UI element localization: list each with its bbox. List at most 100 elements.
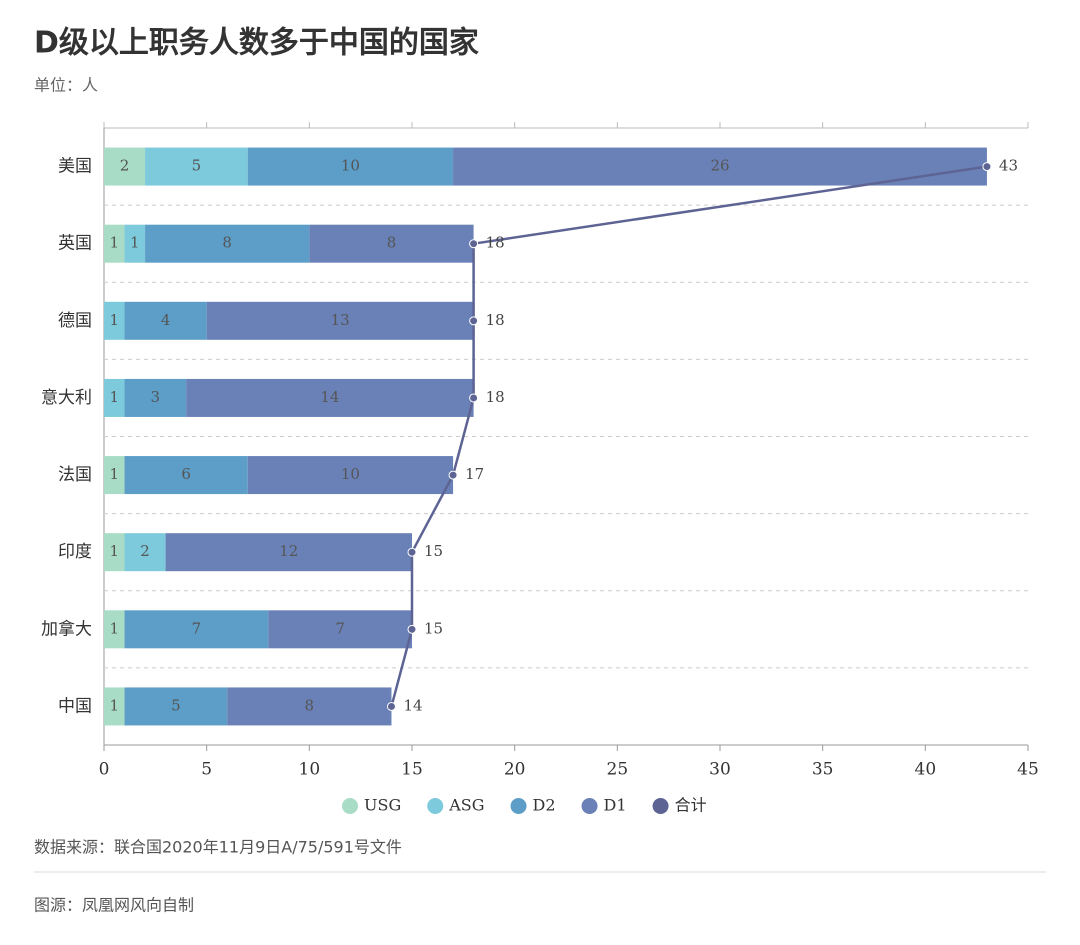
data-label: 1	[109, 465, 119, 483]
legend-label: ASG	[448, 796, 484, 815]
bar-segment	[309, 224, 474, 263]
data-label: 8	[222, 234, 232, 252]
y-tick-label: 意大利	[41, 388, 92, 408]
total-label: 17	[465, 465, 484, 483]
credit: 图源：凤凰网风向自制	[34, 896, 194, 915]
total-point	[469, 393, 479, 403]
legend-label: D2	[533, 796, 556, 815]
legend-marker	[581, 798, 598, 814]
legend-label: 合计	[675, 796, 707, 815]
legend-marker	[510, 798, 527, 814]
total-point	[407, 547, 417, 557]
bar-segment	[104, 224, 125, 263]
total-point	[469, 316, 479, 326]
bar-segment	[124, 224, 146, 263]
x-tick-label: 10	[299, 760, 321, 780]
y-tick-label: 德国	[58, 311, 92, 331]
bar-segment	[104, 147, 146, 186]
bar-segment	[124, 533, 166, 572]
data-label: 26	[710, 157, 729, 175]
total-point	[448, 470, 458, 480]
legend-marker	[342, 798, 358, 814]
total-label: 15	[424, 619, 443, 637]
total-label: 43	[999, 157, 1018, 175]
data-label: 2	[120, 157, 130, 175]
y-tick-label: 英国	[58, 234, 92, 254]
total-line	[390, 165, 988, 707]
bar-segment	[124, 378, 187, 417]
data-label: 14	[320, 388, 339, 406]
total-point	[407, 624, 417, 634]
x-tick-label: 25	[607, 760, 629, 780]
x-tick-label: 5	[201, 760, 212, 780]
x-tick-label: 30	[709, 760, 731, 780]
data-label: 7	[192, 619, 202, 637]
bar-segment	[104, 610, 125, 649]
data-label: 1	[109, 388, 119, 406]
data-label: 4	[161, 311, 171, 329]
data-label: 6	[181, 465, 191, 483]
bar-segment	[227, 687, 392, 726]
y-tick-label: 美国	[58, 157, 92, 177]
data-label: 1	[130, 234, 140, 252]
data-label: 8	[387, 234, 397, 252]
bar-segment	[104, 301, 125, 340]
bar-segment	[206, 301, 474, 340]
bar-segment	[145, 147, 248, 186]
bar-segment	[104, 687, 125, 726]
legend-label: USG	[364, 796, 401, 815]
y-tick-label: 印度	[58, 542, 92, 562]
y-tick-label: 中国	[58, 696, 92, 716]
legend-label: D1	[604, 796, 627, 815]
bar-segment	[104, 378, 125, 417]
bar-segment	[247, 456, 454, 495]
data-label: 10	[341, 465, 360, 483]
bar-segment	[104, 456, 125, 495]
legend-marker	[427, 798, 444, 814]
y-tick-label: 法国	[58, 465, 92, 485]
bar-segment	[165, 533, 412, 572]
bar-segment	[247, 147, 454, 186]
total-label: 18	[486, 234, 505, 252]
data-label: 5	[171, 696, 181, 714]
data-label: 12	[279, 542, 298, 560]
bar-segment	[124, 610, 269, 649]
data-label: 7	[335, 619, 345, 637]
data-label: 1	[109, 311, 119, 329]
bar-segment	[268, 610, 412, 649]
data-label: 1	[109, 696, 119, 714]
bar-segment	[124, 301, 207, 340]
x-tick-label: 20	[504, 760, 526, 780]
data-label: 5	[192, 157, 202, 175]
bar-segment	[124, 687, 228, 726]
source: 数据来源：联合国2020年11月9日A/75/591号文件	[34, 838, 402, 857]
chart-title: D级以上职务人数多于中国的国家	[34, 26, 479, 61]
data-label: 13	[331, 311, 350, 329]
bar-segment	[124, 456, 248, 495]
data-label: 1	[109, 234, 119, 252]
legend-marker	[652, 798, 669, 814]
bar-segment	[104, 533, 125, 572]
total-point	[386, 701, 396, 711]
total-point	[982, 162, 992, 172]
x-tick-label: 45	[1017, 760, 1039, 780]
total-label: 14	[403, 696, 422, 714]
total-label: 15	[424, 542, 443, 560]
subtitle: 单位：人	[34, 76, 98, 95]
x-tick-label: 35	[812, 760, 834, 780]
x-tick-label: 0	[99, 760, 110, 780]
data-label: 1	[109, 542, 119, 560]
total-label: 18	[486, 311, 505, 329]
data-label: 8	[305, 696, 315, 714]
x-tick-label: 15	[401, 760, 423, 780]
bar-segment	[186, 378, 474, 417]
total-point	[469, 239, 479, 249]
x-tick-label: 40	[915, 760, 937, 780]
data-label: 3	[151, 388, 161, 406]
total-label: 18	[486, 388, 505, 406]
y-tick-label: 加拿大	[41, 618, 92, 639]
data-label: 10	[341, 157, 360, 175]
bar-segment	[145, 224, 310, 263]
data-label: 1	[109, 619, 119, 637]
